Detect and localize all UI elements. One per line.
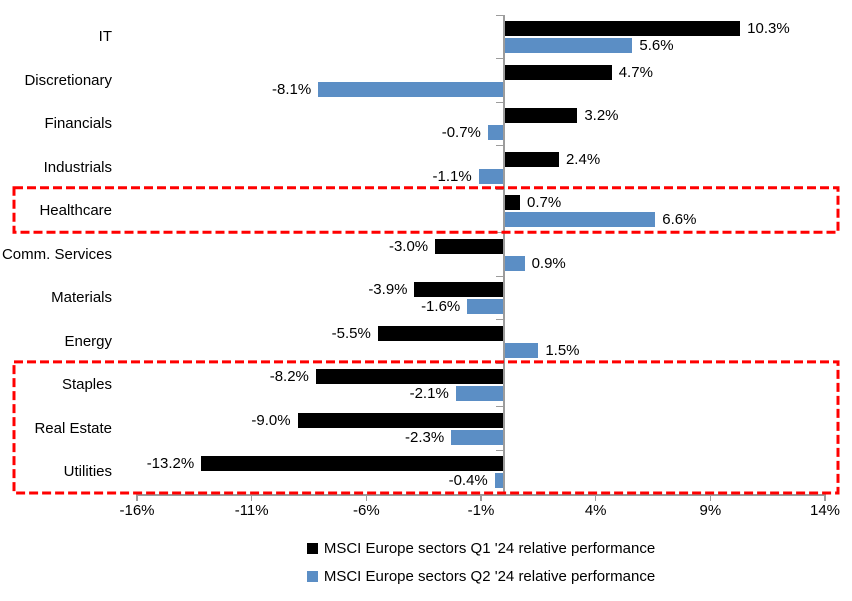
y-axis-tick	[495, 232, 504, 234]
category-label-industrials: Industrials	[43, 158, 112, 176]
bar-q2-comm-services	[503, 255, 525, 271]
x-tick-label-3: -1%	[467, 502, 495, 519]
bar-q2-materials	[467, 299, 504, 315]
value-label-q1-staples: -8.2%	[269, 368, 309, 386]
category-label-utilities: Utilities	[63, 463, 112, 481]
x-tick-label-4: 4%	[584, 502, 607, 519]
bar-q2-discretionary	[318, 81, 504, 97]
category-label-healthcare: Healthcare	[39, 202, 112, 220]
legend-item-q1: MSCI Europe sectors Q1 '24 relative perf…	[306, 539, 656, 557]
y-axis-tick	[495, 406, 504, 408]
value-label-q1-comm-services: -3.0%	[388, 237, 429, 255]
bar-q2-energy	[503, 342, 539, 358]
category-label-discretionary: Discretionary	[24, 71, 112, 89]
bar-q2-staples	[455, 386, 504, 402]
value-label-q2-materials: -1.6%	[421, 298, 461, 316]
value-label-q1-materials: -3.9%	[368, 281, 408, 299]
bar-q1-comm-services	[435, 238, 504, 254]
category-label-staples: Staples	[61, 376, 112, 394]
bar-q1-discretionary	[503, 64, 612, 80]
value-label-q1-healthcare: 0.7%	[526, 194, 562, 212]
x-axis-tick	[594, 494, 597, 501]
value-label-q2-energy: 1.5%	[545, 341, 580, 359]
value-label-q1-real-estate: -9.0%	[251, 411, 291, 429]
bar-q1-healthcare	[503, 195, 520, 211]
y-axis-tick	[495, 319, 504, 321]
value-label-q1-utilities: -13.2%	[146, 455, 195, 473]
x-tick-label-0: -16%	[119, 502, 155, 519]
y-axis-tick	[495, 145, 504, 147]
bar-q1-utilities	[201, 456, 504, 472]
bar-q1-it	[503, 21, 741, 36]
x-axis-tick	[480, 494, 482, 501]
bar-q2-industrials	[478, 168, 504, 184]
category-label-it: IT	[98, 28, 112, 45]
y-axis-tick	[495, 14, 504, 16]
value-label-q2-financials: -0.7%	[441, 124, 481, 142]
bar-q2-financials	[487, 125, 504, 141]
bar-q1-staples	[315, 369, 504, 385]
bar-q1-industrials	[503, 151, 559, 167]
legend-label-q2: MSCI Europe sectors Q2 '24 relative perf…	[323, 567, 656, 585]
value-label-q2-staples: -2.1%	[409, 385, 449, 403]
bar-q2-it	[503, 38, 633, 53]
value-label-q2-healthcare: 6.6%	[662, 211, 697, 229]
legend-swatch-q1-icon	[306, 542, 318, 554]
value-label-q2-discretionary: -8.1%	[272, 80, 312, 98]
value-label-q2-industrials: -1.1%	[432, 167, 472, 185]
y-axis-tick	[495, 449, 504, 451]
x-axis-tick	[365, 494, 368, 501]
value-label-q2-it: 5.6%	[639, 37, 674, 54]
bar-q1-energy	[377, 325, 504, 341]
x-axis-tick	[250, 494, 253, 501]
y-axis-tick	[495, 188, 504, 190]
bar-q1-real-estate	[297, 412, 504, 428]
category-label-real-estate: Real Estate	[34, 419, 112, 437]
category-label-financials: Financials	[44, 115, 112, 133]
x-axis-tick	[709, 494, 712, 501]
legend-label-q1: MSCI Europe sectors Q1 '24 relative perf…	[323, 539, 656, 557]
y-axis-line	[502, 15, 505, 494]
x-tick-label-5: 9%	[699, 502, 722, 519]
value-label-q2-real-estate: -2.3%	[405, 428, 445, 446]
y-axis-tick	[495, 58, 504, 60]
bar-q2-real-estate	[451, 429, 504, 445]
category-label-materials: Materials	[51, 289, 112, 307]
legend-item-q2: MSCI Europe sectors Q2 '24 relative perf…	[306, 567, 656, 585]
bar-q1-materials	[414, 282, 504, 298]
legend: MSCI Europe sectors Q1 '24 relative perf…	[110, 539, 852, 585]
y-axis-tick	[495, 275, 504, 277]
x-tick-label-6: 14%	[809, 502, 841, 519]
category-label-comm-services: Comm. Services	[1, 245, 112, 263]
value-label-q1-industrials: 2.4%	[565, 150, 601, 168]
value-label-q1-energy: -5.5%	[331, 324, 371, 342]
value-label-q1-discretionary: 4.7%	[618, 63, 653, 81]
value-label-q1-financials: 3.2%	[584, 107, 619, 125]
bar-q2-healthcare	[503, 212, 656, 228]
value-label-q1-it: 10.3%	[747, 20, 790, 37]
y-axis-tick	[495, 101, 504, 103]
value-label-q2-comm-services: 0.9%	[531, 254, 566, 272]
x-axis-tick	[824, 494, 826, 501]
category-label-energy: Energy	[64, 332, 112, 350]
y-axis-tick	[495, 362, 504, 364]
legend-swatch-q2-icon	[306, 570, 318, 582]
x-axis-tick	[136, 494, 138, 501]
bar-q1-financials	[503, 108, 578, 124]
x-tick-label-1: -11%	[234, 502, 269, 519]
value-label-q2-utilities: -0.4%	[448, 472, 488, 490]
x-tick-label-2: -6%	[352, 502, 380, 519]
